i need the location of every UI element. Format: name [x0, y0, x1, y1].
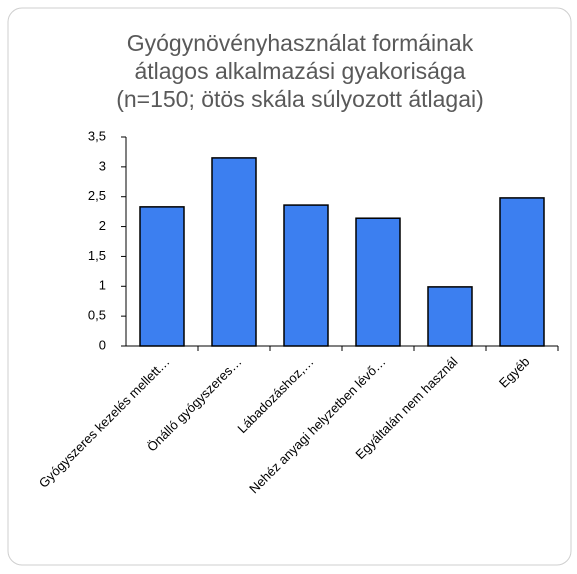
bar — [427, 286, 473, 347]
y-tick-label: 0 — [99, 337, 106, 352]
bar — [499, 197, 545, 347]
y-tick-label: 2 — [99, 218, 106, 233]
chart-title: Gyógynövényhasználat formáinak — [127, 30, 474, 56]
y-tick-label: 1 — [99, 278, 106, 293]
y-tick-label: 2,5 — [88, 188, 106, 203]
y-tick-label: 1,5 — [88, 248, 106, 263]
bar — [283, 204, 329, 347]
y-tick-label: 3,5 — [88, 128, 106, 143]
chart-title: átlagos alkalmazási gyakorisága — [134, 58, 465, 84]
bar — [139, 206, 185, 347]
y-tick-label: 0,5 — [88, 308, 106, 323]
chart-title: (n=150; ötös skála súlyozott átlagai) — [116, 86, 484, 112]
bar — [211, 157, 257, 347]
y-tick-label: 3 — [99, 158, 106, 173]
bar — [355, 217, 401, 347]
